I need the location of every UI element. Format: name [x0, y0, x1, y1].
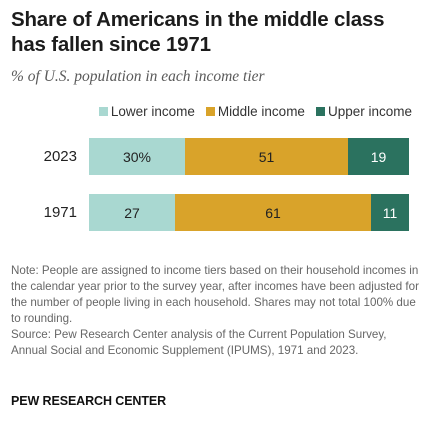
data-label: 27 — [124, 204, 140, 221]
bar-segment-upper-income-1971: 11 — [371, 194, 409, 231]
legend-swatch — [315, 107, 325, 116]
chart-title: Share of Americans in the middle class h… — [11, 8, 385, 56]
legend-label: Lower income — [110, 104, 195, 119]
data-label: 30% — [122, 148, 152, 165]
bar-segment-lower-income-2023: 30% — [89, 138, 185, 175]
legend-swatch — [98, 107, 108, 116]
data-label: 51 — [258, 148, 275, 165]
data-label: 19 — [370, 148, 387, 165]
row-label-2023: 2023 — [43, 148, 77, 165]
note-text: Note: People are assigned to income tier… — [11, 264, 419, 325]
data-label: 11 — [382, 204, 398, 221]
chart-subtitle: % of U.S. population in each income tier — [11, 68, 265, 85]
legend-upper-income: Upper income — [315, 104, 412, 119]
bar-segment-middle-income-2023: 51 — [185, 138, 348, 175]
data-label: 61 — [265, 204, 281, 221]
bar-segment-lower-income-1971: 27 — [89, 194, 175, 231]
legend-swatch — [205, 107, 215, 116]
row-label-1971: 1971 — [43, 204, 77, 221]
legend-label: Upper income — [327, 104, 412, 119]
legend: Lower income Middle income Upper income — [0, 104, 412, 119]
brand-footer: PEW RESEARCH CENTER — [11, 394, 167, 408]
chart-notes: Note: People are assigned to income tier… — [11, 263, 425, 358]
legend-middle-income: Middle income — [205, 104, 305, 119]
bar-segment-upper-income-2023: 19 — [348, 138, 409, 175]
legend-lower-income: Lower income — [98, 104, 195, 119]
source-text: Source: Pew Research Center analysis of … — [11, 327, 387, 357]
bar-segment-middle-income-1971: 61 — [175, 194, 371, 231]
legend-label: Middle income — [217, 104, 305, 119]
